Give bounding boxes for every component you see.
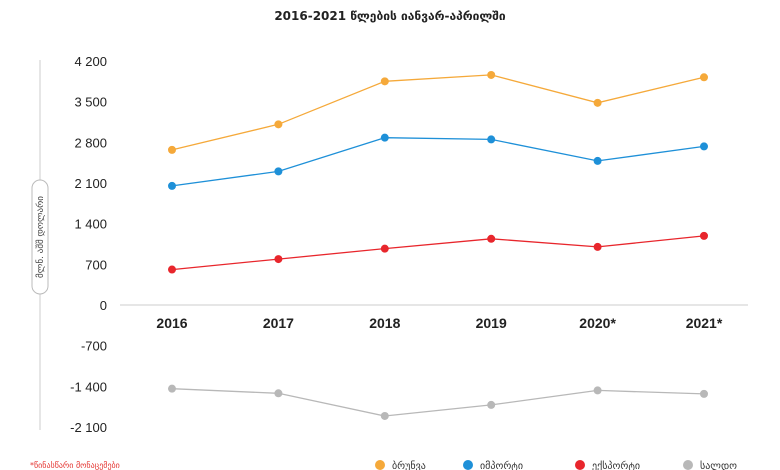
- legend-swatch: [575, 460, 585, 470]
- y-axis: მლნ. აშშ დოლარი 4 200 3 500 2 800 2 100 1 40…: [31, 54, 107, 435]
- legend-label: ექსპორტი: [592, 460, 640, 470]
- y-tick-label: 1 400: [74, 217, 107, 232]
- data-point: [380, 77, 389, 86]
- x-tick-label: 2017: [263, 315, 294, 331]
- data-point: [700, 231, 708, 240]
- data-point: [593, 156, 602, 165]
- data-point: [593, 98, 602, 107]
- series-line: [171, 388, 705, 417]
- legend-swatch: [683, 460, 693, 470]
- y-tick-label: -2 100: [70, 420, 107, 435]
- x-tick-label: 2021*: [686, 315, 723, 331]
- chart-title: 2016-2021 წლების იანვარ-აპრილში: [274, 9, 506, 23]
- y-axis-label-frame: [31, 179, 49, 295]
- data-point: [700, 142, 708, 151]
- series-line: [171, 235, 705, 271]
- data-point: [380, 133, 389, 142]
- legend-swatch: [463, 460, 473, 470]
- data-point: [700, 389, 708, 398]
- y-axis-label-pill: მლნ. აშშ დოლარი: [31, 179, 49, 295]
- x-tick-label: 2019: [476, 315, 507, 331]
- data-point: [380, 411, 389, 420]
- legend-swatch: [375, 460, 385, 470]
- y-tick-label: 2 100: [74, 176, 107, 191]
- data-point: [168, 265, 176, 274]
- legend-label: სალდო: [700, 460, 737, 470]
- y-tick-label: 4 200: [74, 54, 107, 69]
- data-point: [274, 120, 283, 129]
- data-point: [487, 135, 496, 144]
- y-axis-label: მლნ. აშშ დოლარი: [35, 196, 46, 278]
- y-tick-label: 3 500: [74, 95, 107, 110]
- y-tick-label: -1 400: [70, 379, 107, 394]
- data-point: [487, 234, 496, 243]
- legend-label: იმპორტი: [480, 460, 523, 470]
- data-point: [168, 145, 176, 154]
- x-tick-label: 2018: [369, 315, 400, 331]
- data-point: [380, 244, 389, 253]
- y-tick-label: 0: [100, 298, 107, 313]
- data-point: [274, 255, 283, 264]
- data-point: [168, 181, 176, 190]
- data-point: [487, 400, 496, 409]
- data-point: [593, 386, 602, 395]
- y-tick-label: 700: [85, 257, 107, 272]
- data-point: [593, 242, 602, 251]
- data-point: [274, 389, 283, 398]
- legend: ბრუნვა იმპორტი ექსპორტი სალდო: [375, 460, 737, 470]
- y-tick-label: -700: [81, 339, 107, 354]
- y-tick-labels: 4 200 3 500 2 800 2 100 1 400 700 0 -700 -1 400 -…: [70, 54, 107, 435]
- data-point: [168, 384, 176, 393]
- series-line: [171, 74, 705, 151]
- data-point: [274, 167, 283, 176]
- y-tick-label: 2 800: [74, 135, 107, 150]
- data-point: [487, 70, 496, 79]
- series-lines: [171, 74, 705, 417]
- x-tick-label: 2016: [156, 315, 187, 331]
- data-point: [700, 73, 708, 82]
- series-points: [168, 70, 708, 420]
- legend-label: ბრუნვა: [392, 460, 426, 470]
- x-tick-labels: 2016 2017 2018 2019 2020* 2021*: [156, 315, 722, 331]
- series-line: [171, 137, 705, 187]
- x-tick-label: 2020*: [579, 315, 616, 331]
- footnote: *წინასწარი მონაცემები: [30, 460, 120, 470]
